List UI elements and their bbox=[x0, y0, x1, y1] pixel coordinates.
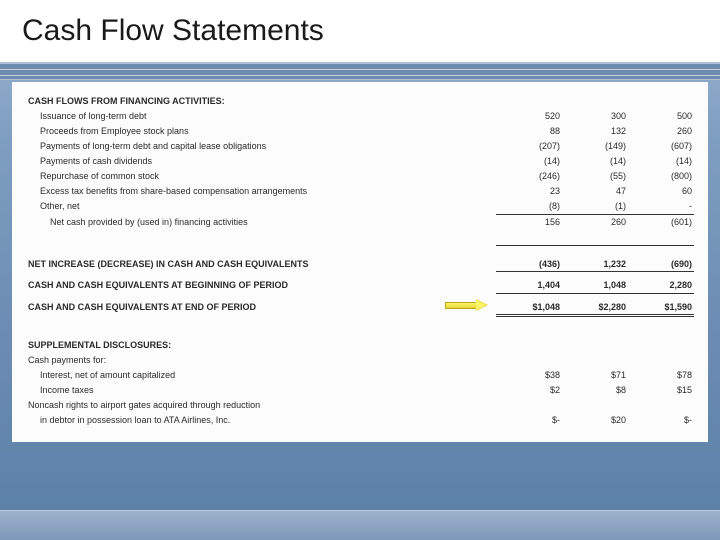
page-title: Cash Flow Statements bbox=[22, 14, 698, 48]
summary-row: CASH AND CASH EQUIVALENTS AT BEGINNING O… bbox=[26, 272, 694, 294]
table-body: CASH FLOWS FROM FINANCING ACTIVITIES:Iss… bbox=[26, 88, 694, 428]
spacer-row bbox=[26, 230, 694, 246]
table-row: Payments of cash dividends(14)(14)(14) bbox=[26, 154, 694, 169]
section-header: CASH FLOWS FROM FINANCING ACTIVITIES: bbox=[26, 88, 694, 109]
cashflow-table: CASH FLOWS FROM FINANCING ACTIVITIES:Iss… bbox=[26, 88, 694, 428]
table-row: Interest, net of amount capitalized$38$7… bbox=[26, 368, 694, 383]
table-row: Issuance of long-term debt520300500 bbox=[26, 109, 694, 124]
table-row: Proceeds from Employee stock plans881322… bbox=[26, 124, 694, 139]
decorative-band bbox=[0, 62, 720, 80]
table-row: Excess tax benefits from share-based com… bbox=[26, 184, 694, 199]
summary-row: CASH AND CASH EQUIVALENTS AT END OF PERI… bbox=[26, 293, 694, 316]
table-row: Payments of long-term debt and capital l… bbox=[26, 139, 694, 154]
summary-row: NET INCREASE (DECREASE) IN CASH AND CASH… bbox=[26, 251, 694, 272]
title-band: Cash Flow Statements bbox=[0, 0, 720, 62]
section-header: SUPPLEMENTAL DISCLOSURES: bbox=[26, 332, 694, 353]
slide: Cash Flow Statements CASH FLOWS FROM FIN… bbox=[0, 0, 720, 540]
table-row: Income taxes$2$8$15 bbox=[26, 383, 694, 398]
subtotal-row: Net cash provided by (used in) financing… bbox=[26, 214, 694, 230]
spacer-row bbox=[26, 316, 694, 333]
footer-strip bbox=[0, 510, 720, 540]
table-row: in debtor in possession loan to ATA Airl… bbox=[26, 413, 694, 428]
table-row: Other, net(8)(1)- bbox=[26, 199, 694, 215]
statement-panel: CASH FLOWS FROM FINANCING ACTIVITIES:Iss… bbox=[12, 82, 708, 442]
subheader-row: Cash payments for: bbox=[26, 353, 694, 368]
subheader-row: Noncash rights to airport gates acquired… bbox=[26, 398, 694, 413]
table-row: Repurchase of common stock(246)(55)(800) bbox=[26, 169, 694, 184]
callout-arrow-icon bbox=[445, 300, 489, 311]
